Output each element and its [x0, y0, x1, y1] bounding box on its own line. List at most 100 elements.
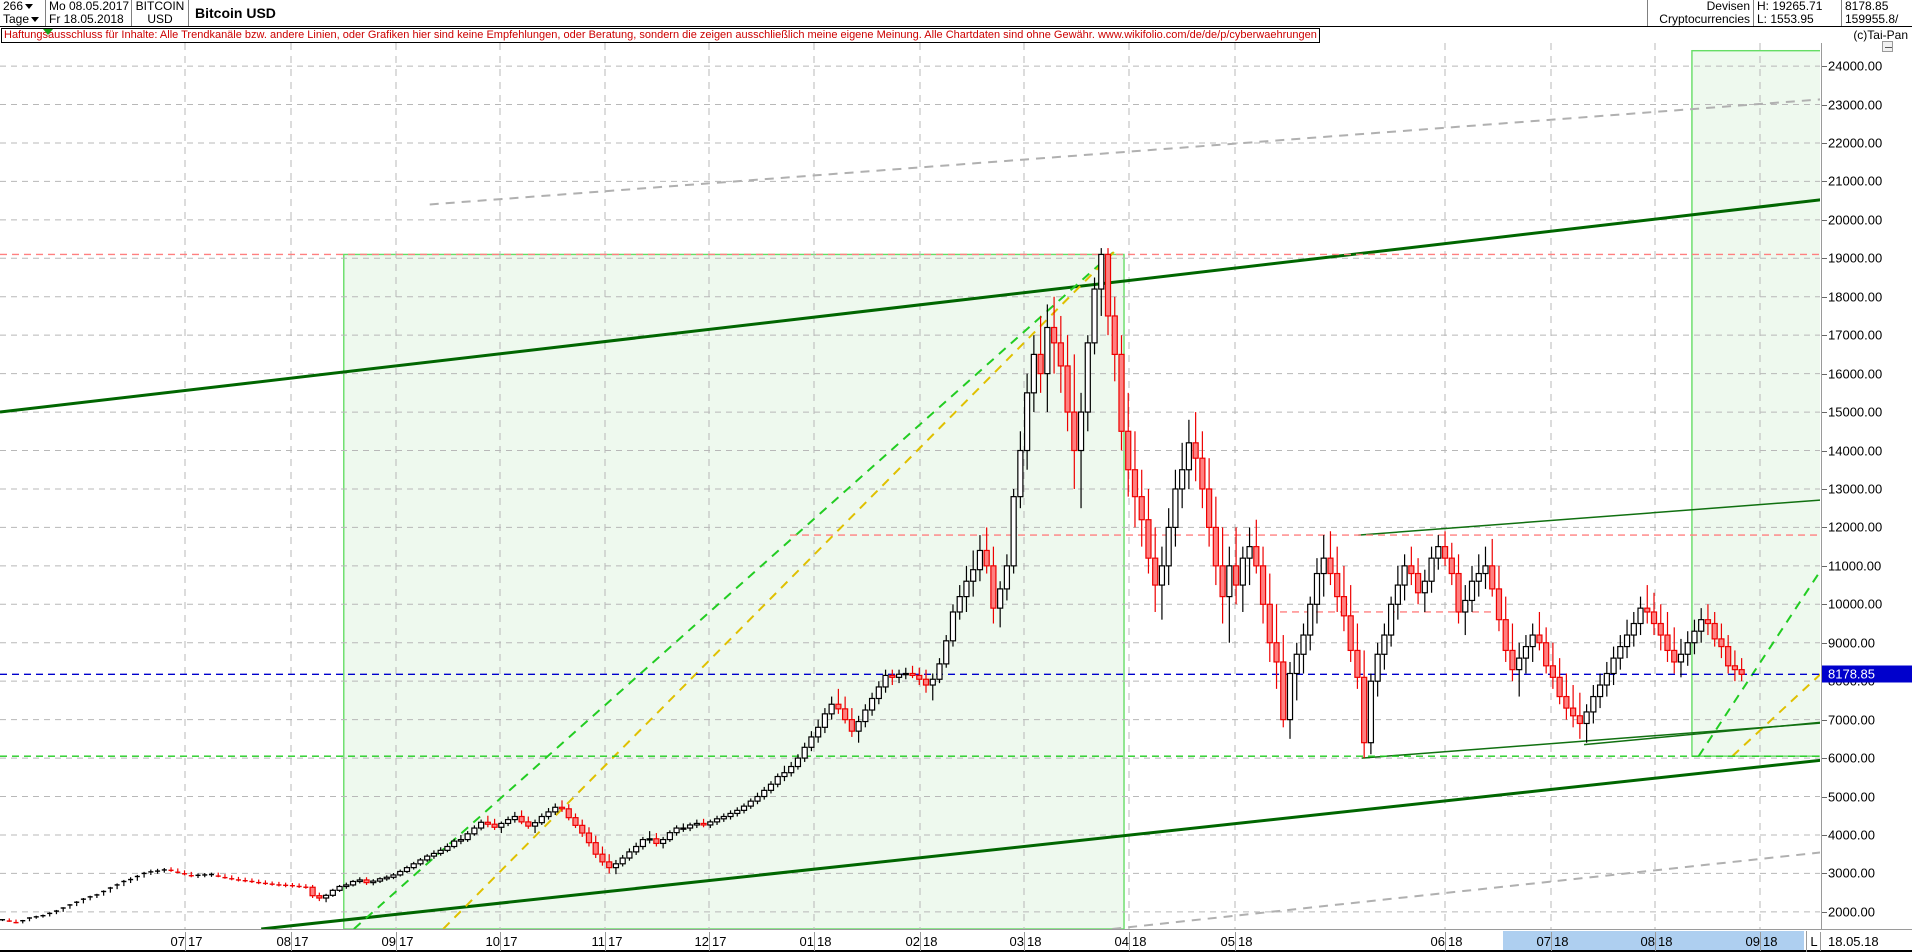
candle-down: [1259, 565, 1267, 605]
candle-up: [734, 809, 741, 815]
price-axis[interactable]: 24000.00 23000.00 22000.00 21000.00 20000.00…: [1821, 43, 1912, 929]
chart-plot-area[interactable]: [0, 43, 1820, 929]
candle-up: [720, 815, 727, 820]
candle-up: [464, 833, 471, 841]
candle-down: [1327, 557, 1334, 575]
date-tick-year: 17: [503, 934, 518, 949]
date-tick-label: 08 18: [1641, 932, 1673, 951]
date-tick-year: 18: [1238, 934, 1253, 949]
price-tick-label: 9000.00: [1828, 635, 1875, 651]
date-tick-month: 04: [1114, 934, 1129, 949]
candle-up: [1010, 496, 1017, 567]
date-from: Mo 08.05.2017: [49, 0, 130, 13]
symbol-currency: USD: [147, 12, 173, 26]
candle-down: [916, 674, 923, 680]
candle-up: [1091, 288, 1098, 344]
candle-up: [356, 879, 363, 883]
price-tick-label: 6000.00: [1828, 750, 1875, 766]
minimize-box-icon[interactable]: [1882, 41, 1893, 52]
candle-up: [1158, 565, 1166, 586]
proj-green-dashed-1: [353, 247, 1118, 929]
candle-down: [1037, 353, 1044, 375]
price-tick-mark: [1822, 258, 1827, 260]
date-tick-year: 17: [294, 934, 309, 949]
candle-up: [1313, 572, 1321, 605]
candle-up: [808, 736, 815, 748]
date-tick-label: 05 18: [1221, 932, 1253, 951]
date-tick-month: 09: [381, 934, 396, 949]
last-price-badge: 8178.85: [1822, 665, 1912, 683]
date-tick-year: 18: [1658, 934, 1673, 949]
candle-up: [1623, 634, 1631, 648]
candle-up: [504, 818, 512, 825]
candle-down: [1489, 565, 1496, 590]
date-tick-year: 18: [1448, 934, 1463, 949]
candle-up: [1239, 557, 1246, 586]
inner-channel-lower: [1361, 722, 1820, 759]
price-tick-mark: [1822, 142, 1827, 144]
candle-up: [868, 697, 876, 711]
price-tick-mark: [1822, 66, 1827, 68]
candle-up: [936, 663, 943, 680]
candle-up: [322, 894, 330, 899]
candle-down: [1657, 622, 1664, 636]
disclaimer-text-box[interactable]: Haftungsausschluss für Inhalte: Alle Tre…: [1, 28, 1320, 43]
candle-up: [390, 874, 397, 878]
candle-up: [976, 549, 984, 571]
chart-header-bar: 266 Tage Mo 08.05.2017 Fr 18.05.2018 BIT…: [0, 0, 1912, 27]
price-tick-label: 12000.00: [1828, 519, 1883, 535]
candle-up: [397, 870, 404, 876]
trendlines: [0, 98, 1820, 929]
date-tick-month: 08: [1640, 934, 1655, 949]
candle-up: [1698, 619, 1705, 632]
date-axis-scroll-highlight[interactable]: [1503, 931, 1804, 950]
candle-down: [1111, 315, 1118, 356]
date-axis[interactable]: L 18.05.18 07 17 08 17 09 17 10 17 11 17 12 17 01 18 0…: [0, 929, 1912, 952]
period-high: H: 19265.71: [1757, 0, 1823, 13]
price-tick-mark: [1822, 911, 1827, 913]
candle-down: [1192, 442, 1199, 459]
candle-down: [1738, 669, 1745, 675]
price-tick-label: 23000.00: [1828, 97, 1883, 112]
candle-up: [693, 822, 700, 826]
candle-up: [774, 775, 781, 785]
candle-up: [1603, 672, 1610, 686]
candle-down: [1253, 546, 1260, 567]
candle-down: [579, 824, 586, 834]
date-tick-month: 06: [1430, 934, 1445, 949]
chevron-down-icon[interactable]: [25, 4, 34, 9]
date-tick-year: 18: [1132, 934, 1147, 949]
price-tick-label: 7000.00: [1828, 712, 1875, 728]
candle-down: [1414, 572, 1422, 594]
market-subgroup: Cryptocurrencies: [1659, 12, 1750, 26]
date-tick-label: 06 18: [1431, 932, 1463, 951]
price-tick-mark: [1822, 373, 1827, 375]
candle-up: [619, 857, 626, 865]
candle-down: [1138, 496, 1145, 521]
candle-down: [599, 853, 606, 863]
bars-count-cell[interactable]: 266 Tage: [0, 0, 46, 26]
candle-down: [1205, 488, 1213, 529]
candle-down: [1280, 661, 1287, 721]
candle-up: [943, 640, 950, 665]
chevron-down-icon[interactable]: [31, 17, 40, 22]
date-tick-label: 04 18: [1115, 932, 1147, 951]
candle-down: [1071, 411, 1078, 452]
page-title-cell: Bitcoin USD: [189, 0, 1648, 26]
symbol-cell[interactable]: BITCOIN USD: [132, 0, 189, 26]
candle-down: [1334, 572, 1341, 598]
price-tick-label: 4000.00: [1828, 827, 1875, 843]
candle-up: [1482, 565, 1489, 575]
date-tick-month: 09: [1745, 934, 1760, 949]
date-range-cell[interactable]: Mo 08.05.2017 Fr 18.05.2018: [46, 0, 132, 26]
candle-up: [821, 713, 829, 728]
date-tick-label: 10 17: [486, 932, 518, 951]
candle-down: [909, 672, 916, 677]
candle-down: [1347, 615, 1354, 652]
price-tick-mark: [1822, 719, 1827, 721]
date-tick-label: 02 18: [906, 932, 937, 951]
candle-up: [1030, 353, 1037, 394]
price-tick-label: 19000.00: [1828, 250, 1883, 266]
date-tick-year: 18: [817, 934, 832, 949]
candle-up: [828, 703, 835, 715]
